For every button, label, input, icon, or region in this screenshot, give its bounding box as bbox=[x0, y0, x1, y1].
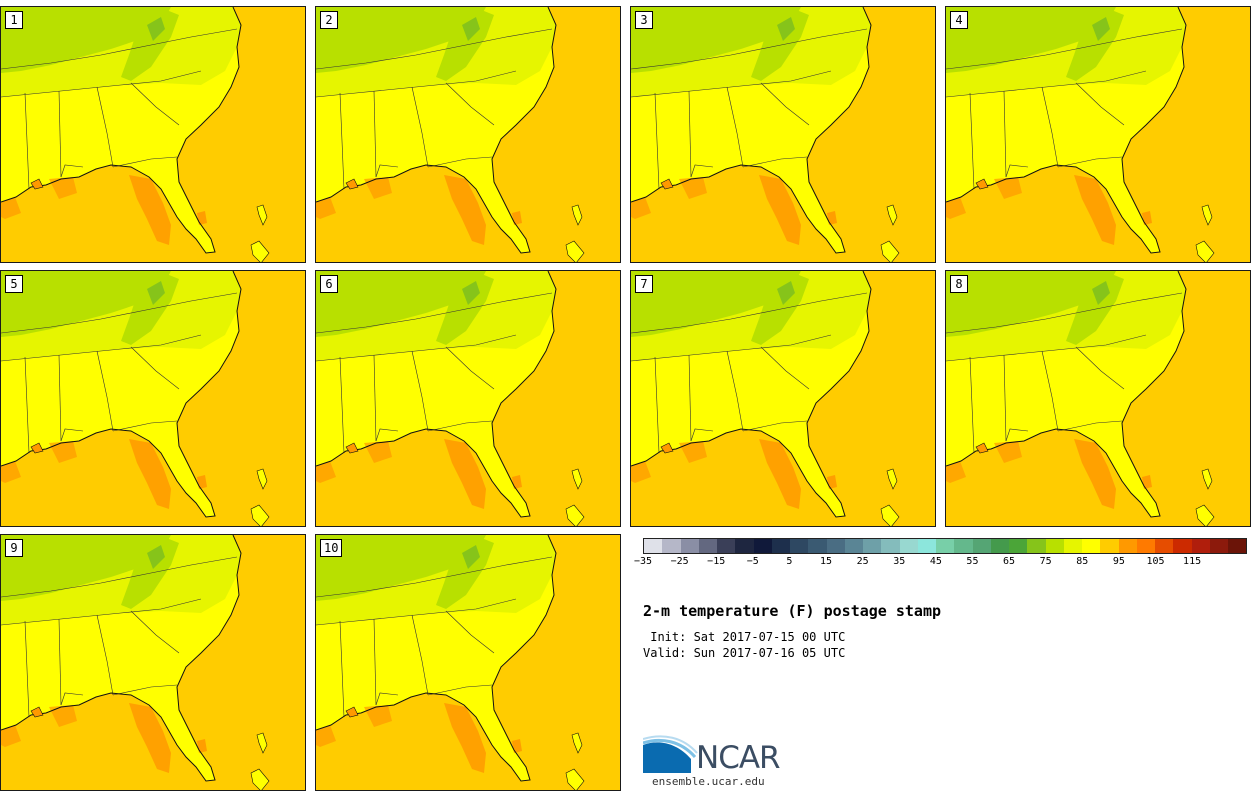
colorbar-swatch bbox=[1136, 539, 1155, 553]
map-panel-member-3: 3 bbox=[630, 6, 936, 263]
colorbar-tick-label: −5 bbox=[746, 556, 759, 567]
colorbar-tick-label: 95 bbox=[1112, 556, 1125, 567]
colorbar-tick-label: 35 bbox=[893, 556, 906, 567]
colorbar-swatch bbox=[753, 539, 772, 553]
colorbar-swatch bbox=[954, 539, 973, 553]
colorbar-ticks: −35 −25 −15 −5 5 15 25 35 45 55 65 75 85 95 105 115 bbox=[634, 556, 1247, 570]
colorbar-tick-label: 25 bbox=[856, 556, 869, 567]
map-panel-member-10: 10 bbox=[315, 534, 621, 791]
colorbar-swatch bbox=[1082, 539, 1101, 553]
colorbar-swatch bbox=[881, 539, 900, 553]
map-panel-member-5: 5 bbox=[0, 270, 306, 527]
colorbar-swatch bbox=[1228, 539, 1247, 553]
member-label: 5 bbox=[5, 275, 23, 293]
colorbar-swatch bbox=[826, 539, 845, 553]
colorbar-swatch bbox=[863, 539, 882, 553]
member-map bbox=[1, 271, 305, 526]
map-panel-member-6: 6 bbox=[315, 270, 621, 527]
colorbar-swatch bbox=[644, 539, 663, 553]
member-map bbox=[316, 7, 620, 262]
colorbar-swatch bbox=[1063, 539, 1082, 553]
colorbar-swatch bbox=[680, 539, 699, 553]
colorbar-swatch bbox=[1118, 539, 1137, 553]
ensemble-url: ensemble.ucar.edu bbox=[652, 775, 765, 788]
colorbar-swatch bbox=[808, 539, 827, 553]
colorbar-swatch bbox=[698, 539, 717, 553]
colorbar-swatch bbox=[1100, 539, 1119, 553]
colorbar-tick-label: 115 bbox=[1183, 556, 1202, 567]
colorbar-tick-label: −15 bbox=[707, 556, 726, 567]
member-map bbox=[631, 7, 935, 262]
colorbar-swatch bbox=[844, 539, 863, 553]
member-label: 8 bbox=[950, 275, 968, 293]
ncar-logo-icon bbox=[643, 735, 698, 773]
colorbar-tick-label: 5 bbox=[786, 556, 793, 567]
init-time: Init: Sat 2017-07-15 00 UTC bbox=[643, 630, 846, 644]
member-map bbox=[946, 271, 1250, 526]
member-map bbox=[631, 271, 935, 526]
member-label: 10 bbox=[320, 539, 343, 557]
member-label: 6 bbox=[320, 275, 338, 293]
colorbar-tick-label: 55 bbox=[966, 556, 979, 567]
colorbar-swatch bbox=[717, 539, 736, 553]
colorbar-swatch bbox=[1191, 539, 1210, 553]
member-label: 9 bbox=[5, 539, 23, 557]
colorbar-swatch bbox=[790, 539, 809, 553]
map-panel-member-7: 7 bbox=[630, 270, 936, 527]
figure-title: 2-m temperature (F) postage stamp bbox=[643, 602, 942, 620]
colorbar-tick-label: −35 bbox=[633, 556, 653, 567]
map-panel-member-2: 2 bbox=[315, 6, 621, 263]
colorbar-swatch bbox=[662, 539, 681, 553]
colorbar-swatch bbox=[735, 539, 754, 553]
colorbar-tick-label: −25 bbox=[670, 556, 689, 567]
temperature-colorbar bbox=[643, 538, 1247, 554]
colorbar-tick-label: 65 bbox=[1003, 556, 1016, 567]
colorbar-tick-label: 75 bbox=[1039, 556, 1052, 567]
map-panel-member-9: 9 bbox=[0, 534, 306, 791]
member-label: 7 bbox=[635, 275, 653, 293]
colorbar-tick-label: 85 bbox=[1076, 556, 1089, 567]
map-panel-member-8: 8 bbox=[945, 270, 1251, 527]
colorbar-swatch bbox=[917, 539, 936, 553]
colorbar-swatch bbox=[972, 539, 991, 553]
colorbar-swatch bbox=[1045, 539, 1064, 553]
colorbar-swatch bbox=[936, 539, 955, 553]
colorbar-swatch bbox=[771, 539, 790, 553]
member-label: 4 bbox=[950, 11, 968, 29]
ncar-logo-text: NCAR bbox=[696, 740, 781, 776]
colorbar-tick-label: 45 bbox=[929, 556, 942, 567]
map-panel-member-1: 1 bbox=[0, 6, 306, 263]
map-panel-member-4: 4 bbox=[945, 6, 1251, 263]
colorbar-swatch bbox=[1155, 539, 1174, 553]
colorbar-swatch bbox=[1173, 539, 1192, 553]
colorbar-swatch bbox=[1009, 539, 1028, 553]
member-map bbox=[946, 7, 1250, 262]
colorbar-swatch bbox=[899, 539, 918, 553]
colorbar-swatch bbox=[1209, 539, 1228, 553]
colorbar-tick-label: 15 bbox=[819, 556, 833, 567]
member-map bbox=[316, 271, 620, 526]
valid-time: Valid: Sun 2017-07-16 05 UTC bbox=[643, 646, 846, 660]
colorbar-swatch bbox=[1027, 539, 1046, 553]
colorbar-tick-label: 105 bbox=[1146, 556, 1165, 567]
colorbar-swatch bbox=[990, 539, 1009, 553]
member-label: 2 bbox=[320, 11, 338, 29]
member-map bbox=[1, 535, 305, 790]
member-label: 1 bbox=[5, 11, 23, 29]
member-map bbox=[316, 535, 620, 790]
member-label: 3 bbox=[635, 11, 653, 29]
member-map bbox=[1, 7, 305, 262]
